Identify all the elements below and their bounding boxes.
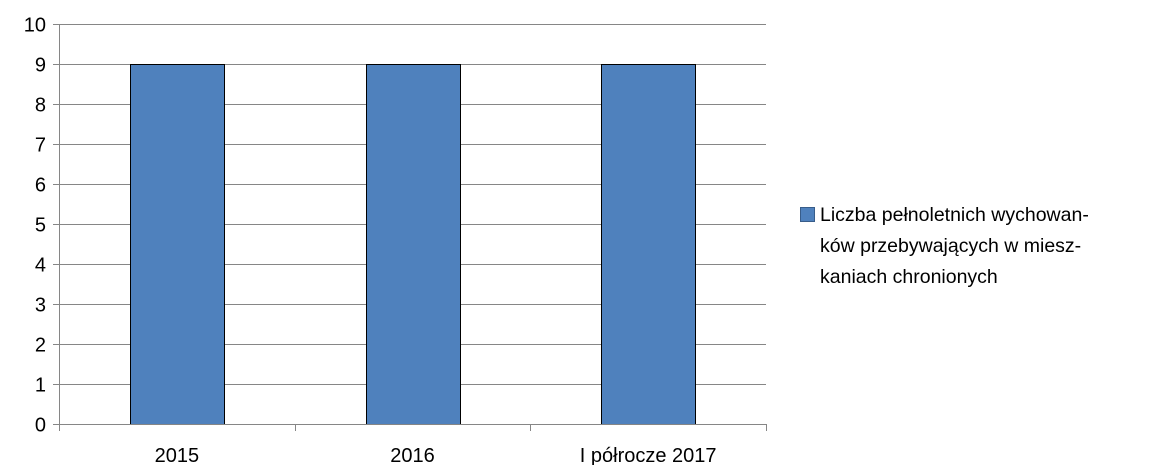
y-tick-label: 9 [35, 55, 46, 77]
x-tick-label: I półrocze 2017 [580, 445, 717, 465]
bar [366, 64, 461, 425]
y-tick-labels: 0 1 2 3 4 5 6 7 8 9 10 [24, 15, 46, 437]
legend-label: Liczba pełnoletnich wychowan- ków przeby… [820, 200, 1160, 293]
legend-label-line-1: Liczba pełnoletnich wychowan- [820, 204, 1089, 226]
legend-swatch [800, 207, 815, 222]
y-tick-label: 4 [35, 255, 46, 277]
axes [53, 24, 767, 431]
y-tick-label: 5 [35, 215, 46, 237]
bars [130, 64, 696, 425]
y-tick-label: 3 [35, 295, 46, 317]
x-tick-label: 2015 [155, 445, 200, 465]
y-tick-label: 2 [35, 335, 46, 357]
legend-label-line-3: kaniach chronionych [820, 266, 998, 288]
bar [130, 64, 225, 425]
y-tick-label: 0 [35, 415, 46, 437]
y-tick-label: 10 [24, 15, 46, 37]
y-tick-label: 8 [35, 95, 46, 117]
x-tick-label: 2016 [390, 445, 435, 465]
x-tick-labels: 2015 2016 I półrocze 2017 [155, 445, 717, 465]
legend-label-line-2: ków przebywających w miesz- [820, 235, 1082, 257]
y-tick-label: 1 [35, 375, 46, 397]
y-tick-label: 6 [35, 175, 46, 197]
bar [601, 64, 696, 425]
legend: Liczba pełnoletnich wychowan- ków przeby… [800, 200, 1160, 293]
y-tick-label: 7 [35, 135, 46, 157]
